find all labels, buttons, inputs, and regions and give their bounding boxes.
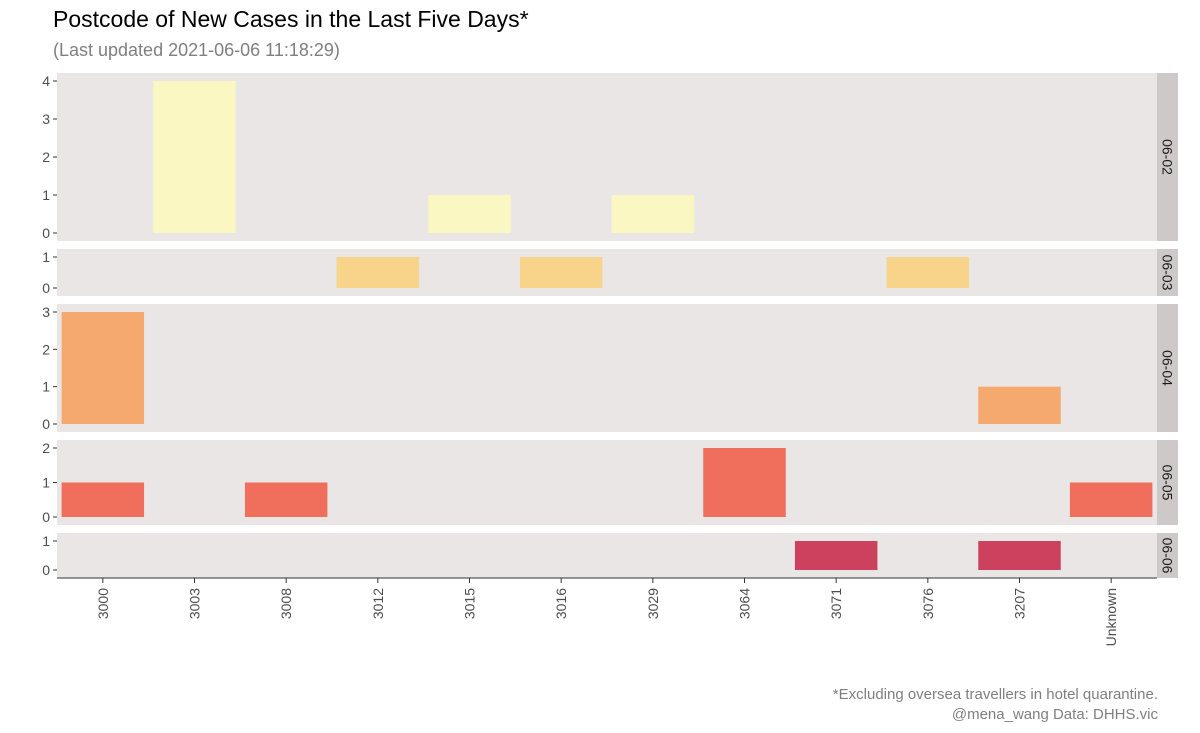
x-tick-label: 3016: [553, 588, 569, 619]
bar-06-02-3003: [153, 81, 236, 233]
facet-strip-06-02: [1157, 73, 1178, 241]
facet-panel-06-04: [57, 304, 1157, 432]
x-tick-label: 3064: [737, 588, 753, 619]
bar-06-05-3008: [244, 482, 328, 517]
chart-subtitle: (Last updated 2021-06-06 11:18:29): [53, 40, 340, 60]
caption-note: *Excluding oversea travellers in hotel q…: [832, 686, 1158, 703]
bar-06-02-3029: [611, 195, 695, 233]
y-tick-label: 4: [42, 73, 50, 89]
y-tick-label: 1: [42, 379, 50, 395]
facet-strip-06-05: [1157, 440, 1178, 525]
x-tick-label: Unknown: [1103, 588, 1119, 646]
x-tick-label: 3076: [920, 588, 936, 619]
facet-panel-06-03: [57, 249, 1157, 296]
x-tick-label: 3029: [645, 588, 661, 619]
facet-strip-06-06: [1157, 533, 1178, 578]
y-tick-label: 0: [42, 562, 50, 578]
facet-strip-label: 06-03: [1160, 255, 1176, 291]
bar-06-03-3076: [886, 257, 970, 288]
x-tick-label: 3008: [278, 588, 294, 619]
x-tick-label: 3003: [187, 588, 203, 619]
bar-06-03-3012: [336, 257, 420, 288]
facet-panel-06-02: [57, 73, 1157, 241]
x-tick-label: 3015: [462, 588, 478, 619]
bar-06-03-3016: [519, 257, 603, 288]
facet-strip-label: 06-06: [1160, 538, 1176, 574]
y-tick-label: 1: [42, 533, 50, 549]
facet-strip-label: 06-02: [1160, 139, 1176, 175]
facet-panel-06-05: [57, 440, 1157, 525]
bar-06-05-3000: [61, 482, 145, 517]
bar-06-02-3015: [428, 195, 511, 233]
x-tick-label: 3000: [95, 588, 111, 619]
x-tick-label: 3207: [1012, 588, 1028, 619]
facet-strip-label: 06-04: [1160, 350, 1176, 386]
caption-credits: @mena_wang Data: DHHS.vic: [951, 706, 1158, 723]
y-tick-label: 2: [42, 440, 50, 456]
x-tick-label: 3012: [370, 588, 386, 619]
bar-06-06-3207: [978, 541, 1061, 570]
y-tick-label: 0: [42, 509, 50, 525]
facet-strip-label: 06-05: [1160, 465, 1176, 501]
x-tick-label: 3071: [828, 588, 844, 619]
y-tick-label: 3: [42, 304, 50, 320]
y-tick-label: 2: [42, 341, 50, 357]
y-tick-label: 3: [42, 111, 50, 127]
y-tick-label: 1: [42, 249, 50, 265]
y-tick-label: 2: [42, 149, 50, 165]
bar-06-05-Unknown: [1069, 482, 1153, 517]
y-tick-label: 0: [42, 416, 50, 432]
bar-06-06-3071: [794, 541, 878, 570]
bar-06-04-3000: [61, 312, 145, 424]
bar-06-05-3064: [703, 448, 786, 517]
y-tick-label: 1: [42, 187, 50, 203]
facet-panel-06-06: [57, 533, 1157, 578]
y-tick-label: 1: [42, 475, 50, 491]
y-tick-label: 0: [42, 225, 50, 241]
bar-06-04-3207: [978, 386, 1061, 424]
facet-strip-06-03: [1157, 249, 1178, 296]
chart-title: Postcode of New Cases in the Last Five D…: [53, 6, 529, 32]
facet-strip-06-04: [1157, 304, 1178, 432]
y-tick-label: 0: [42, 280, 50, 296]
